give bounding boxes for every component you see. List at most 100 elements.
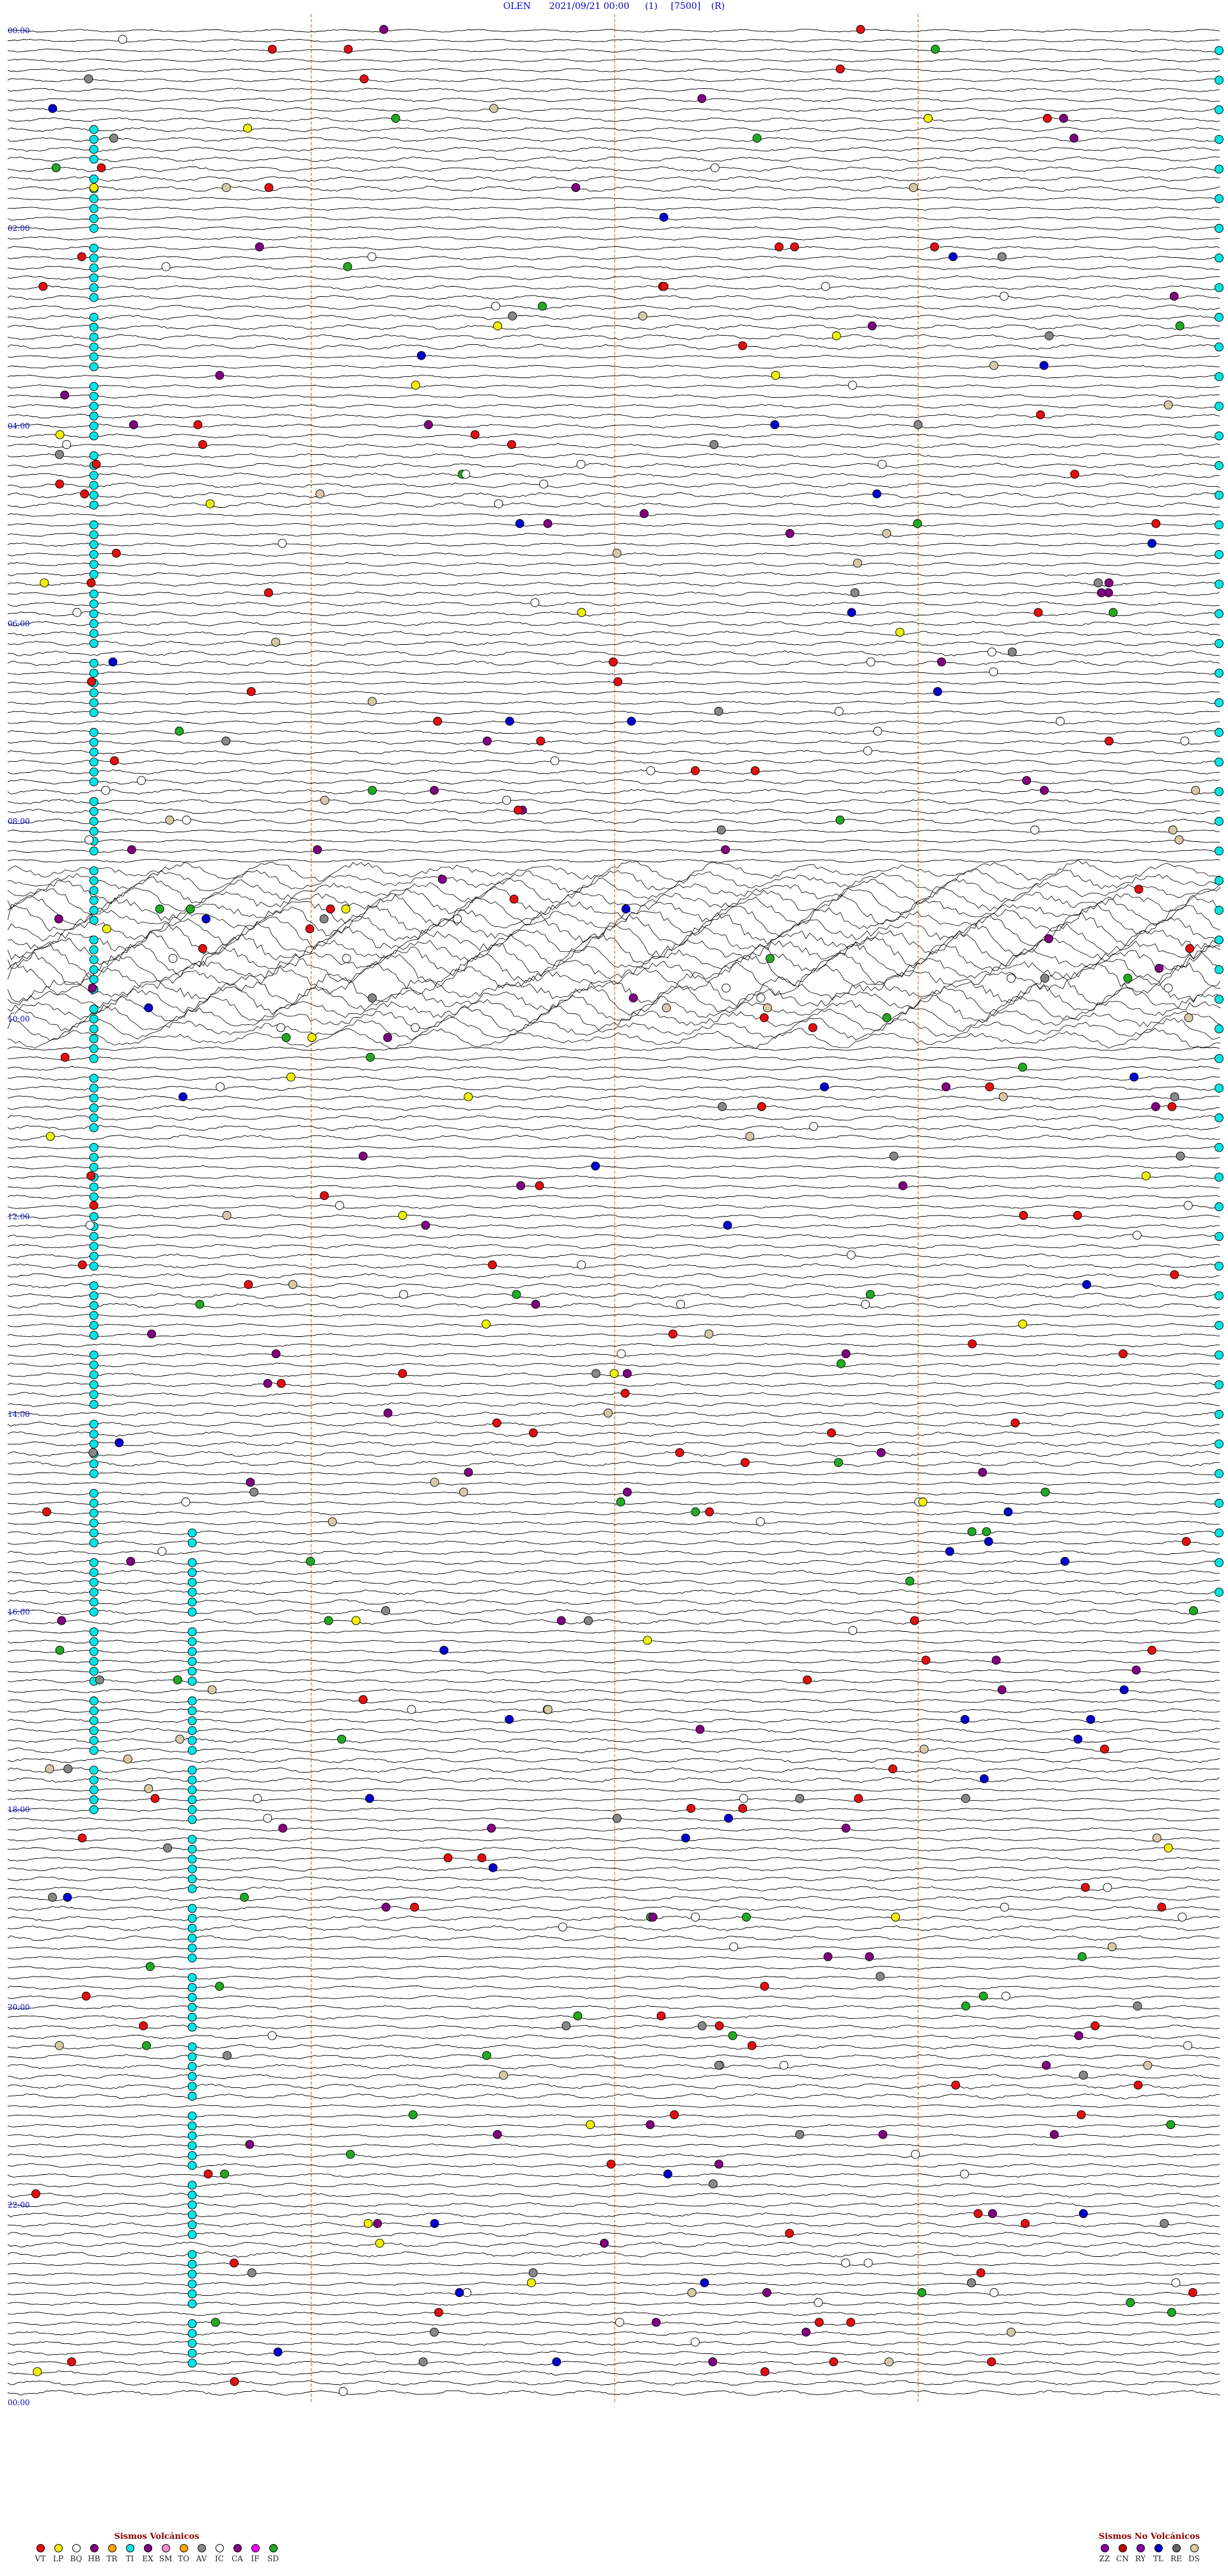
event-ti (187, 1726, 197, 1735)
event-ca (1154, 963, 1164, 973)
event-ti (187, 2012, 197, 2022)
event-ti (1215, 728, 1224, 737)
trace-line (7, 1698, 1220, 1703)
event-hb (492, 2130, 502, 2139)
legend-item: RE (1169, 2544, 1183, 2563)
legend-code: EX (142, 2554, 154, 2563)
trace-line (7, 1837, 1220, 1842)
trace-line (7, 1579, 1220, 1585)
event-vt (759, 1013, 769, 1022)
legend-volcanic: Sismos Volcánicos VT LP BQ HB TR TI EX SM TO AV IC… (33, 2532, 280, 2563)
event-vt (198, 439, 207, 449)
trace-line (7, 710, 1220, 715)
trace-line (7, 97, 1220, 102)
event-vt (921, 1655, 931, 1665)
event-ti (1215, 75, 1224, 85)
event-bq (462, 2288, 471, 2297)
event-vt (973, 2209, 983, 2218)
trace-line (7, 1214, 1220, 1219)
event-vt (1157, 1902, 1167, 1912)
event-vt (398, 1369, 407, 1379)
event-vt (38, 281, 48, 291)
event-ic (814, 2298, 823, 2307)
event-tl (945, 1547, 954, 1556)
event-sd (306, 1556, 315, 1566)
event-vt (829, 2357, 838, 2367)
event-lp (482, 1319, 491, 1329)
trace-line (7, 1460, 1220, 1467)
event-ti (187, 2359, 197, 2368)
event-ds (1143, 2060, 1153, 2070)
event-ti (89, 322, 98, 332)
event-tl (960, 1714, 970, 1724)
event-ti (89, 1281, 98, 1291)
event-vt (264, 183, 274, 193)
trace-line (7, 324, 1220, 330)
trace-line (7, 275, 1220, 280)
event-ti (187, 2190, 197, 2200)
event-av (319, 914, 329, 924)
trace-line (7, 1640, 1220, 1644)
event-ca (1039, 786, 1049, 795)
trace-line (7, 88, 1220, 93)
trace-line (7, 2370, 1220, 2376)
event-ti (89, 757, 98, 767)
event-bq (491, 301, 500, 311)
event-ic (911, 2149, 920, 2159)
event-ds (288, 1280, 297, 1290)
event-ti (1215, 105, 1224, 115)
trace-line (7, 1451, 1220, 1457)
legend-code: SM (159, 2554, 173, 2563)
event-sd (833, 1458, 843, 1467)
event-ti (89, 589, 98, 599)
event-ti (1215, 164, 1224, 174)
event-tl (979, 1774, 989, 1783)
trace-line (7, 246, 1220, 251)
trace-line (7, 2232, 1220, 2238)
event-ti (89, 975, 98, 984)
event-ti (89, 599, 98, 609)
event-vt (359, 74, 369, 84)
trace-line (7, 640, 1220, 647)
event-ti (1215, 1528, 1224, 1538)
trace-line (7, 365, 1220, 369)
event-ic (999, 292, 1009, 301)
event-av (84, 74, 93, 84)
event-ti (89, 1766, 98, 1775)
event-ti (187, 1696, 197, 1705)
event-ic (617, 1349, 626, 1359)
trace-line (7, 48, 1220, 52)
trace-line (7, 849, 1220, 853)
event-bq (615, 2318, 624, 2327)
trace-line (7, 650, 1220, 656)
event-ti (89, 1212, 98, 1221)
event-ti (1215, 402, 1224, 411)
event-ti (89, 1499, 98, 1508)
event-sd (408, 2110, 418, 2119)
header-flag: (R) (711, 1, 725, 12)
event-vt (77, 1260, 87, 1270)
event-ti (1215, 698, 1224, 707)
trace-line (7, 314, 1220, 320)
event-ti (187, 2201, 197, 2209)
event-ti (89, 1419, 98, 1429)
event-ti (89, 1785, 98, 1795)
legend-code: LP (52, 2554, 64, 2563)
event-tl (505, 1714, 514, 1724)
event-ti (1215, 224, 1224, 233)
event-sd (324, 1616, 333, 1625)
event-ds (603, 1409, 613, 1418)
event-hb (651, 2318, 661, 2327)
event-vt (477, 1853, 487, 1863)
event-vt (757, 1102, 766, 1111)
event-ti (187, 2259, 197, 2269)
event-bq (181, 1497, 191, 1506)
event-lp (55, 430, 65, 439)
event-ds (885, 2357, 893, 2367)
event-vt (1043, 114, 1052, 123)
trace-line (7, 1343, 1220, 1348)
event-vt (1147, 1645, 1157, 1655)
trace-line (7, 601, 1220, 606)
event-sd (145, 1962, 155, 1972)
event-tl (273, 2347, 283, 2357)
